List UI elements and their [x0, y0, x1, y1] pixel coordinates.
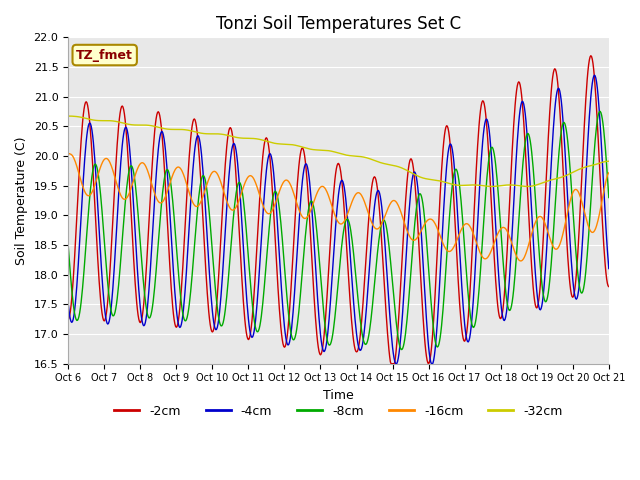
Title: Tonzi Soil Temperatures Set C: Tonzi Soil Temperatures Set C — [216, 15, 461, 33]
-4cm — [148, 244, 156, 250]
-32cm — [64, 113, 72, 119]
-2cm — [64, 316, 72, 322]
-4cm — [449, 152, 457, 158]
-32cm — [488, 183, 495, 189]
Line: -8cm: -8cm — [68, 111, 609, 349]
-32cm — [383, 161, 390, 167]
-2cm — [603, 276, 611, 282]
-2cm — [605, 284, 612, 289]
-32cm — [148, 123, 156, 129]
Y-axis label: Soil Temperature (C): Soil Temperature (C) — [15, 136, 28, 265]
-2cm — [383, 320, 390, 326]
-4cm — [470, 287, 478, 292]
-8cm — [605, 195, 612, 201]
-4cm — [64, 300, 72, 306]
-4cm — [303, 162, 310, 168]
-4cm — [383, 268, 390, 274]
-2cm — [303, 174, 310, 180]
-32cm — [449, 181, 456, 187]
-2cm — [449, 184, 457, 190]
-2cm — [387, 361, 395, 367]
-2cm — [148, 169, 156, 175]
Line: -16cm: -16cm — [68, 154, 609, 261]
Line: -2cm: -2cm — [68, 56, 609, 364]
-8cm — [470, 324, 478, 330]
-32cm — [303, 145, 310, 151]
-2cm — [470, 211, 478, 217]
-32cm — [605, 158, 612, 164]
-32cm — [470, 182, 477, 188]
Legend: -2cm, -4cm, -8cm, -16cm, -32cm: -2cm, -4cm, -8cm, -16cm, -32cm — [109, 400, 568, 423]
-8cm — [449, 176, 457, 181]
-8cm — [398, 347, 406, 352]
-16cm — [449, 246, 456, 252]
-16cm — [470, 231, 477, 237]
-16cm — [64, 151, 72, 156]
Line: -4cm: -4cm — [68, 75, 609, 364]
-16cm — [605, 170, 612, 176]
-8cm — [148, 308, 156, 314]
-4cm — [591, 72, 598, 78]
-16cm — [517, 258, 525, 264]
-16cm — [602, 179, 610, 184]
-16cm — [303, 215, 310, 220]
-32cm — [602, 158, 610, 164]
-4cm — [392, 361, 400, 367]
-8cm — [64, 242, 72, 248]
-2cm — [587, 53, 595, 59]
-16cm — [148, 181, 156, 187]
Text: TZ_fmet: TZ_fmet — [76, 48, 133, 61]
-4cm — [605, 266, 612, 272]
-4cm — [603, 236, 611, 242]
-16cm — [383, 208, 390, 214]
-8cm — [303, 219, 310, 225]
-8cm — [383, 227, 390, 232]
-8cm — [603, 163, 611, 168]
X-axis label: Time: Time — [323, 389, 354, 402]
Line: -32cm: -32cm — [68, 116, 609, 186]
-8cm — [596, 108, 604, 114]
